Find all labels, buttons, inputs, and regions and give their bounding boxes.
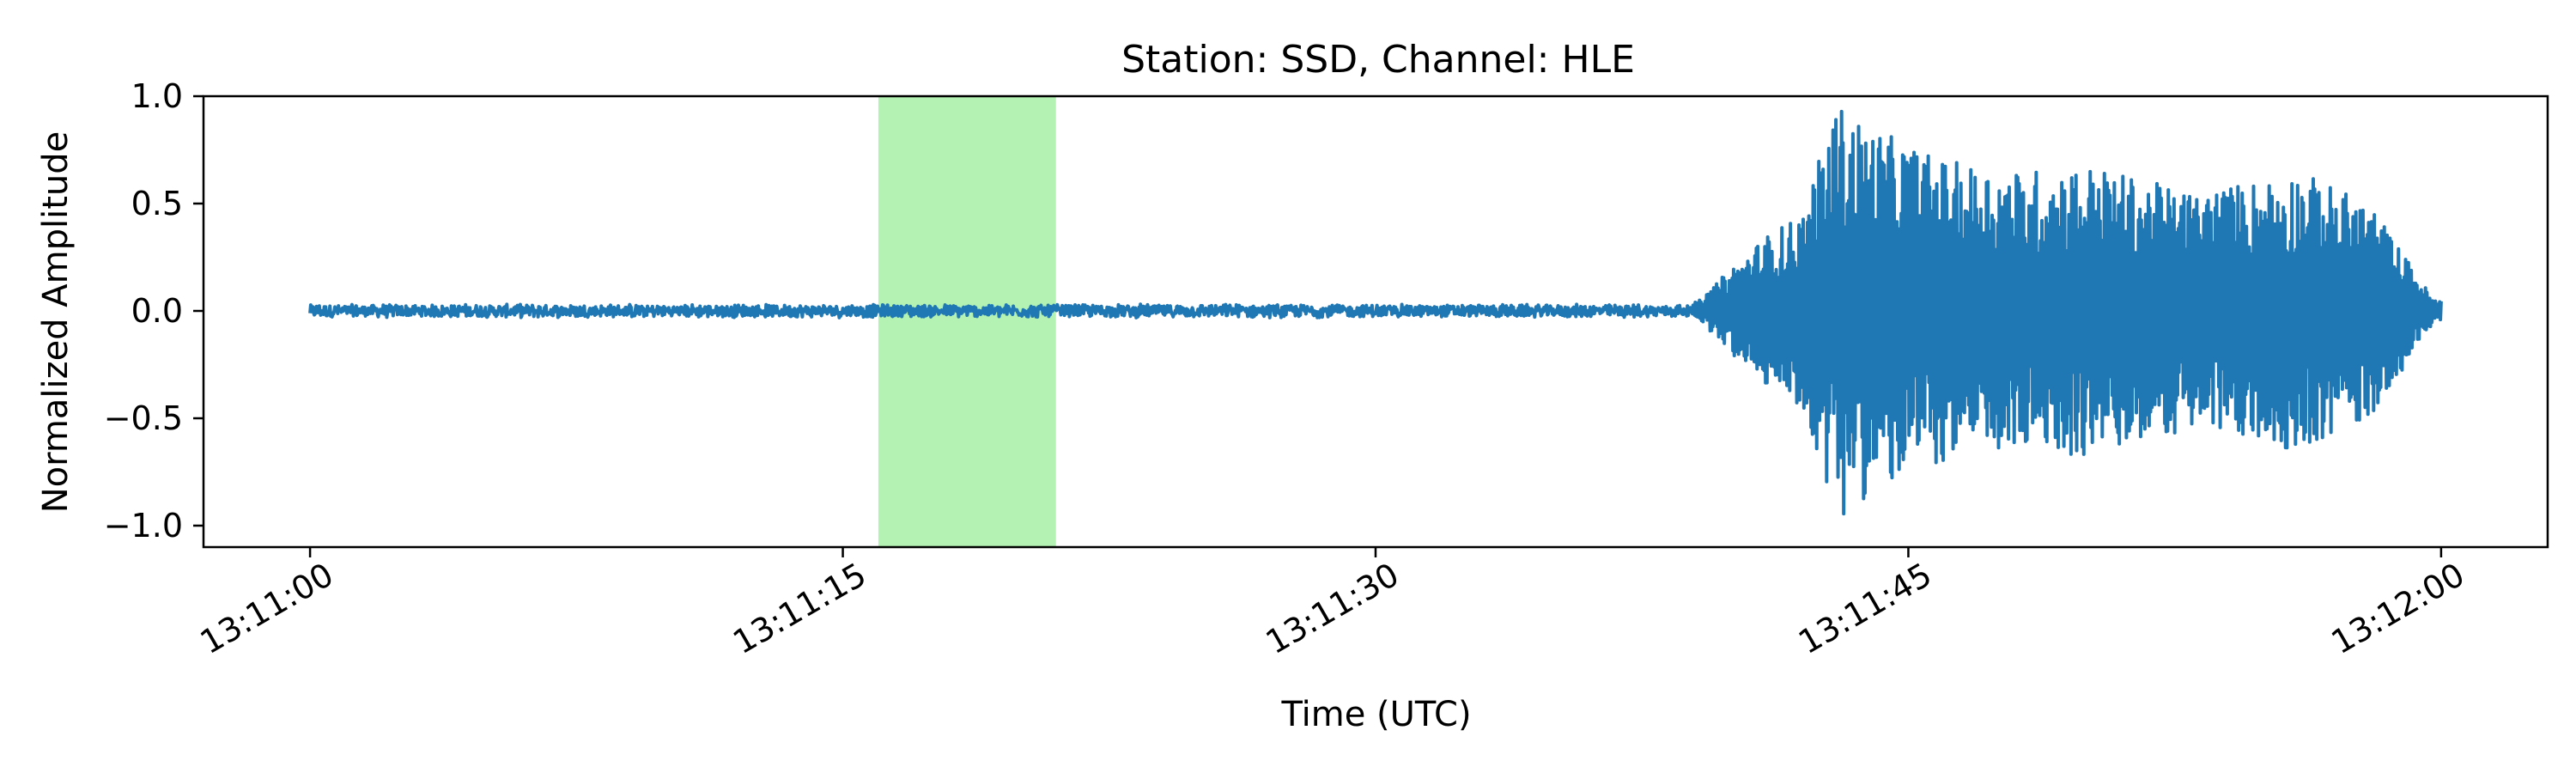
y-axis-label: Normalized Amplitude [36,131,76,514]
x-tick-label: 13:11:45 [1792,556,1938,661]
x-tick-label: 13:11:15 [726,556,872,661]
chart-title: Station: SSD, Channel: HLE [1121,38,1635,82]
x-tick-label: 13:12:00 [2325,556,2471,661]
y-tick-label: 0.5 [131,185,183,222]
x-axis: 13:11:00 13:11:15 13:11:30 13:11:45 13:12:00 [194,547,2471,661]
y-tick-label: 0.0 [131,292,183,330]
highlight-window [878,96,1056,547]
x-axis-label: Time (UTC) [1280,695,1471,734]
y-axis: 1.0 0.5 0.0 −0.5 −1.0 [104,77,204,545]
y-tick-label: 1.0 [131,77,183,115]
waveform-line [308,109,2443,516]
x-tick-label: 13:11:30 [1260,556,1406,661]
y-tick-label: −0.5 [104,399,183,437]
x-tick-label: 13:11:00 [194,556,340,661]
y-tick-label: −1.0 [104,507,183,545]
